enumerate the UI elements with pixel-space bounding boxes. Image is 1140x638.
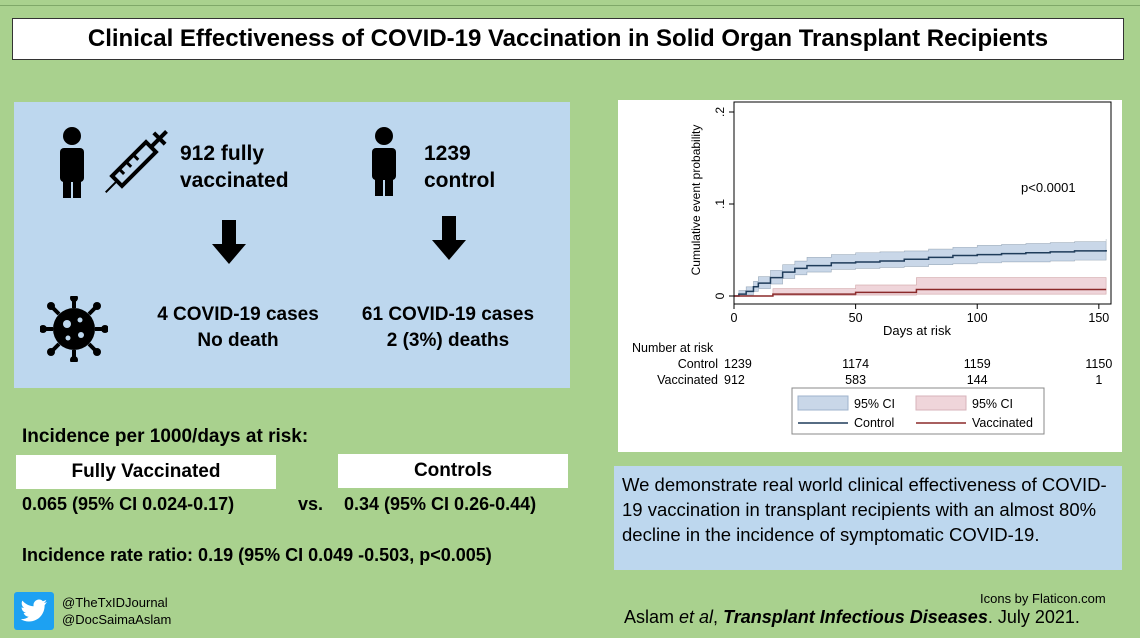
p-value-annotation: p<0.0001 [1021,180,1076,195]
x-axis-label: Days at risk [883,323,951,338]
cohort-panel: 912 fully vaccinated 1239 control [14,102,570,388]
twitter-handles: @TheTxIDJournal @DocSaimaAslam [62,594,171,628]
person-icon [372,127,396,196]
control-incidence-value: 0.34 (95% CI 0.26-0.44) [344,494,537,514]
chart-legend: 95% CI 95% CI Control Vaccinated [791,387,1045,435]
risk-row-label: Vaccinated [657,373,718,387]
summary-box: We demonstrate real world clinical effec… [614,466,1122,570]
risk-value: 144 [967,373,988,387]
versus-label: vs. [298,494,324,514]
y-axis-label: Cumulative event probability [689,125,703,276]
control-survival-line [734,250,1107,297]
km-chart-panel: 0 50 100 150 0 .1 .2 p<0.0001 Cumulative event… [618,100,1122,452]
risk-value: 1174 [842,357,869,371]
legend-control-ci-swatch [797,395,849,411]
x-tick-label: 0 [731,311,738,325]
legend-vaccinated-ci-label: 95% CI [972,397,1013,411]
plot-frame [733,101,1112,305]
top-divider [0,5,1140,6]
control-header: Controls [338,454,568,488]
page-title: Clinical Effectiveness of COVID-19 Vacci… [12,18,1124,60]
risk-value: 583 [845,373,866,387]
risk-value: 1239 [724,357,752,371]
handle-author[interactable]: @DocSaimaAslam [62,612,172,627]
km-chart: 0 50 100 150 0 .1 .2 p<0.0001 Cumulative event… [632,101,1112,435]
vaccinated-header: Fully Vaccinated [16,455,276,489]
y-tick-label: .2 [713,107,727,117]
legend-control-ci-label: 95% CI [854,397,895,411]
down-arrow-icon [212,220,246,264]
risk-value: 912 [724,373,745,387]
handle-journal[interactable]: @TheTxIDJournal [62,595,168,610]
incidence-title: Incidence per 1000/days at risk: [22,426,309,447]
virus-icon [40,296,108,362]
vaccinated-ci-band [734,277,1107,297]
person-with-syringe-icon [60,127,168,198]
incidence-rate-ratio: Incidence rate ratio: 0.19 (95% CI 0.049… [22,545,492,565]
control-outcome: 61 COVID-19 cases 2 (3%) deaths [361,304,535,351]
icons-credit: Icons by Flaticon.com [980,591,1106,606]
y-tick-label: .1 [713,199,727,209]
risk-value: 1150 [1085,357,1112,371]
risk-value: 1159 [964,357,991,371]
vaccinated-survival-line [734,288,1107,297]
x-tick-label: 100 [967,311,988,325]
x-tick-label: 150 [1088,311,1109,325]
risk-table-title: Number at risk [632,341,714,355]
risk-row-label: Control [678,357,718,371]
x-tick-label: 50 [849,311,863,325]
legend-vaccinated-ci-swatch [915,395,967,411]
control-cohort-label: 1239 control [424,142,496,192]
down-arrow-icon [432,216,466,260]
twitter-icon[interactable] [14,592,54,630]
legend-vaccinated-label: Vaccinated [972,416,1033,430]
twitter-bird-icon [20,599,47,622]
citation: Aslam et al, Transplant Infectious Disea… [624,607,1080,627]
vaccinated-outcome: 4 COVID-19 cases No death [157,304,319,351]
vaccinated-incidence-value: 0.065 (95% CI 0.024-0.17) [22,494,235,514]
y-tick-label: 0 [713,292,727,299]
legend-control-label: Control [854,416,894,430]
vaccinated-cohort-label: 912 fully vaccinated [180,142,289,192]
risk-value: 1 [1095,373,1102,387]
